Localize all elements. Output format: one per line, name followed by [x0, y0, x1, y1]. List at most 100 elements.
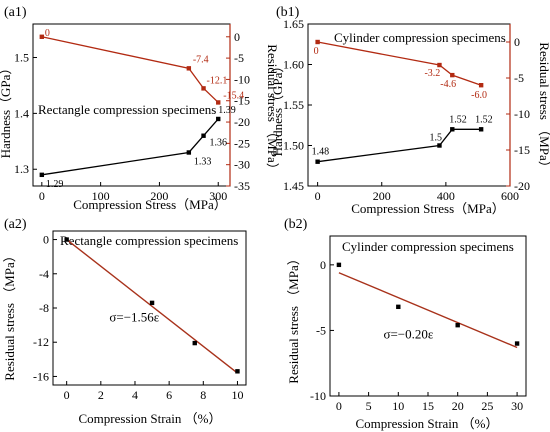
y-axis-title-a1: Hardness（GPa） — [0, 62, 13, 159]
x-tick-label: 200 — [373, 189, 391, 203]
data-point-left — [216, 116, 221, 122]
data-point-left — [478, 127, 484, 132]
panel-label-b1: (b1) — [276, 5, 300, 20]
y-tick-label: 1.60 — [283, 58, 304, 72]
y2-tick-label: -15 — [234, 94, 250, 108]
x-tick-label: 400 — [437, 189, 455, 203]
x-axis-title-b2: Compression Strain （%） — [356, 416, 499, 431]
x-tick-label: 300 — [209, 189, 227, 203]
data-label-left: 1.33 — [194, 156, 212, 167]
y-tick-label: 1.4 — [14, 106, 29, 120]
y2-tick-label: -10 — [234, 72, 250, 86]
data-label-right: 0 — [45, 28, 50, 39]
data-label-left: 1.52 — [449, 114, 467, 125]
panel-label-a1: (a1) — [4, 5, 27, 20]
panel-a1: (a1) Rectangle compression specimens Com… — [0, 5, 280, 212]
x-tick-label: 600 — [501, 189, 519, 203]
fit-equation-label: σ=−1.56ε — [109, 310, 159, 325]
x-tick-label: 30 — [511, 399, 523, 413]
y2-tick-label: -5 — [234, 51, 244, 65]
y2-tick-label: -10 — [514, 107, 530, 121]
y-tick-label: -16 — [33, 369, 49, 383]
y-tick-label: 1.65 — [283, 17, 304, 31]
y2-tick-label: 0 — [234, 30, 240, 44]
data-point-right — [39, 34, 45, 39]
y-tick-label: -8 — [39, 301, 49, 315]
x-tick-label: 10 — [231, 388, 243, 402]
data-point — [396, 304, 401, 310]
y2-axis-title-b1: Residual stress （MPa） — [537, 42, 550, 173]
series-line-right — [317, 41, 482, 86]
y-tick-label: -5 — [316, 323, 326, 337]
data-point-left — [39, 172, 45, 178]
y-tick-label: -10 — [310, 389, 326, 403]
data-point-right — [450, 72, 455, 78]
y2-tick-label: -20 — [234, 115, 250, 129]
data-label-left: 1.29 — [46, 179, 64, 190]
fit-equation-label: σ=−0.20ε — [383, 326, 433, 341]
x-axis-title-a1: Compression Stress（MPa） — [73, 197, 226, 212]
y-axis-title-b2: Residual stress （MPa） — [286, 252, 301, 383]
y2-tick-label: -35 — [234, 179, 250, 193]
x-tick-label: 200 — [150, 189, 168, 203]
y2-tick-label: -20 — [514, 179, 530, 193]
chart-title-b2: Cylinder compression specimens — [342, 239, 514, 254]
data-label-left: 1.36 — [210, 138, 228, 149]
x-tick-label: 0 — [39, 189, 45, 203]
plot-frame-a2 — [52, 230, 247, 386]
data-point — [64, 237, 69, 242]
fit-line — [338, 272, 518, 349]
y-tick-label: 1.45 — [283, 179, 304, 193]
y2-tick-label: -15 — [514, 143, 530, 157]
data-label-right: 0 — [314, 46, 319, 57]
data-label-left: 1.52 — [475, 114, 493, 125]
panel-label-b2: (b2) — [284, 217, 308, 232]
data-point — [336, 262, 342, 268]
data-point — [514, 341, 520, 346]
data-point-right — [186, 66, 192, 71]
series-line-left — [41, 118, 219, 176]
data-label-left: 1.39 — [218, 105, 236, 116]
plot-frame-b1 — [307, 23, 511, 187]
data-point — [235, 369, 240, 374]
data-point-left — [315, 159, 320, 164]
x-tick-label: 10 — [392, 399, 404, 413]
series-line-right — [41, 36, 219, 103]
y-axis-title-a2: Residual stress （MPa） — [2, 249, 17, 380]
y-tick-label: 1.55 — [283, 98, 304, 112]
y2-tick-label: -30 — [234, 158, 250, 172]
plot-frame-b2 — [329, 235, 527, 397]
x-tick-label: 4 — [132, 388, 138, 402]
panel-b1: (b1) Cylinder compression specimens Comp… — [270, 5, 550, 216]
data-label-right: -3.2 — [424, 68, 440, 79]
data-label-right: -7.4 — [193, 54, 209, 65]
fit-line — [66, 239, 238, 374]
panel-b2: (b2) Cylinder compression specimens Comp… — [284, 217, 527, 431]
data-point-left — [437, 143, 442, 148]
data-point-right — [478, 83, 484, 88]
data-point — [455, 322, 460, 328]
x-axis-title-b1: Compression Stress（MPa） — [351, 201, 504, 216]
data-point-left — [450, 127, 455, 132]
y-tick-label: -12 — [33, 335, 49, 349]
data-point-left — [186, 150, 192, 155]
data-point-right — [315, 39, 320, 45]
y-tick-label: 1.50 — [283, 139, 304, 153]
x-tick-label: 8 — [200, 388, 206, 402]
data-point-right — [216, 100, 221, 105]
y-tick-label: 0 — [320, 258, 326, 272]
y2-tick-label: -25 — [234, 136, 250, 150]
data-label-right: -12.1 — [207, 75, 228, 86]
data-label-right: -15.4 — [223, 90, 244, 101]
data-point-right — [437, 62, 442, 68]
x-tick-label: 15 — [422, 399, 434, 413]
data-label-left: 1.5 — [429, 133, 442, 144]
data-label-left: 1.48 — [312, 147, 330, 158]
data-point-right — [201, 86, 206, 91]
x-tick-label: 0 — [64, 388, 70, 402]
x-tick-label: 5 — [366, 399, 372, 413]
y-tick-label: -4 — [39, 267, 49, 281]
data-label-right: -6.0 — [471, 90, 487, 101]
x-axis-title-a2: Compression Strain （%） — [79, 411, 222, 426]
